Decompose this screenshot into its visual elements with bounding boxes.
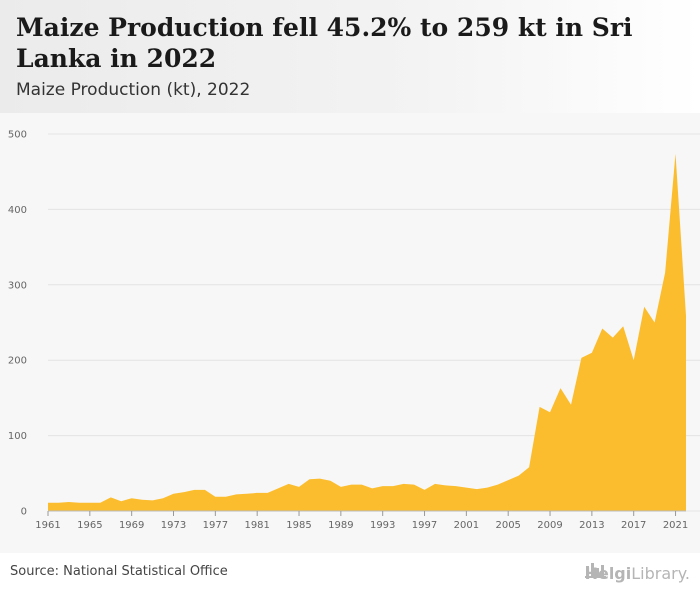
x-tick-label: 2021 [663, 520, 688, 531]
x-tick-label: 1997 [412, 520, 437, 531]
source-note: Source: National Statistical Office [10, 564, 228, 579]
x-tick-label: 2001 [454, 520, 479, 531]
x-tick-label: 2013 [579, 520, 604, 531]
y-tick-label: 100 [8, 431, 27, 442]
x-tick-label: 1977 [203, 520, 228, 531]
x-tick-label: 1989 [328, 520, 353, 531]
y-tick-label: 500 [8, 130, 27, 141]
y-tick-label: 300 [8, 280, 27, 291]
y-tick-label: 400 [8, 205, 27, 216]
x-tick-label: 1961 [35, 520, 60, 531]
plot-area: 0 100 200 300 400 500 1961 1965 1969 1973 1977 1981… [0, 113, 700, 553]
x-tick-label: 2017 [621, 520, 646, 531]
x-tick-label: 1973 [161, 520, 186, 531]
x-tick-label: 2009 [537, 520, 562, 531]
chart-title: Maize Production fell 45.2% to 259 kt in… [16, 13, 633, 73]
brand-logo: HelgiLibrary. [584, 560, 690, 586]
brand-name-rest: Library. [631, 563, 690, 583]
x-tick-label: 1985 [286, 520, 311, 531]
chart-header: Maize Production fell 45.2% to 259 kt in… [0, 0, 700, 113]
y-tick-label: 0 [21, 507, 27, 518]
area-chart: 0 100 200 300 400 500 1961 1965 1969 1973 1977 1981… [8, 130, 700, 531]
y-tick-label: 200 [8, 356, 27, 367]
x-tick-label: 1993 [370, 520, 395, 531]
chart-subtitle: Maize Production (kt), 2022 [16, 80, 251, 100]
library-icon [584, 563, 606, 578]
x-tick-label: 1969 [119, 520, 144, 531]
x-tick-label: 1981 [244, 520, 269, 531]
production-area [48, 153, 686, 511]
x-tick-label: 1965 [77, 520, 102, 531]
x-tick-label: 2005 [495, 520, 520, 531]
